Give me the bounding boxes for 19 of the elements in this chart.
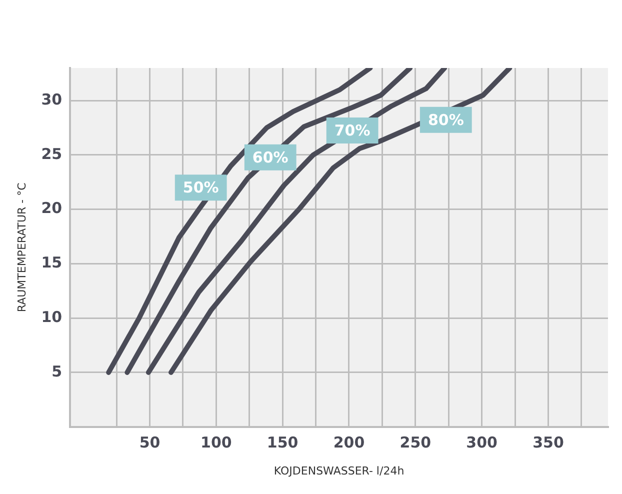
y-tick-label: 15 <box>41 254 62 272</box>
y-axis-title: RAUMTEMPERATUR - °C <box>15 182 28 312</box>
series-label: 50% <box>182 178 219 196</box>
x-tick-label: 50 <box>139 434 160 452</box>
x-tick-label: 100 <box>200 434 232 452</box>
y-tick-label: 25 <box>41 144 62 163</box>
series-label: 80% <box>428 110 464 129</box>
series-label: 60% <box>252 148 288 166</box>
x-tick-label: 250 <box>400 434 432 452</box>
x-tick-label: 200 <box>333 434 365 452</box>
x-tick-label: 350 <box>532 434 564 452</box>
series-label: 70% <box>334 121 370 140</box>
y-tick-label: 10 <box>41 308 62 326</box>
x-axis-title: KOJDENSWASSER- l/24h <box>274 464 404 478</box>
x-tick-label: 300 <box>466 434 498 452</box>
x-tick-label: 150 <box>266 434 298 452</box>
y-tick-label: 30 <box>41 90 62 109</box>
y-tick-label: 5 <box>52 362 62 380</box>
y-tick-label: 20 <box>41 199 62 218</box>
